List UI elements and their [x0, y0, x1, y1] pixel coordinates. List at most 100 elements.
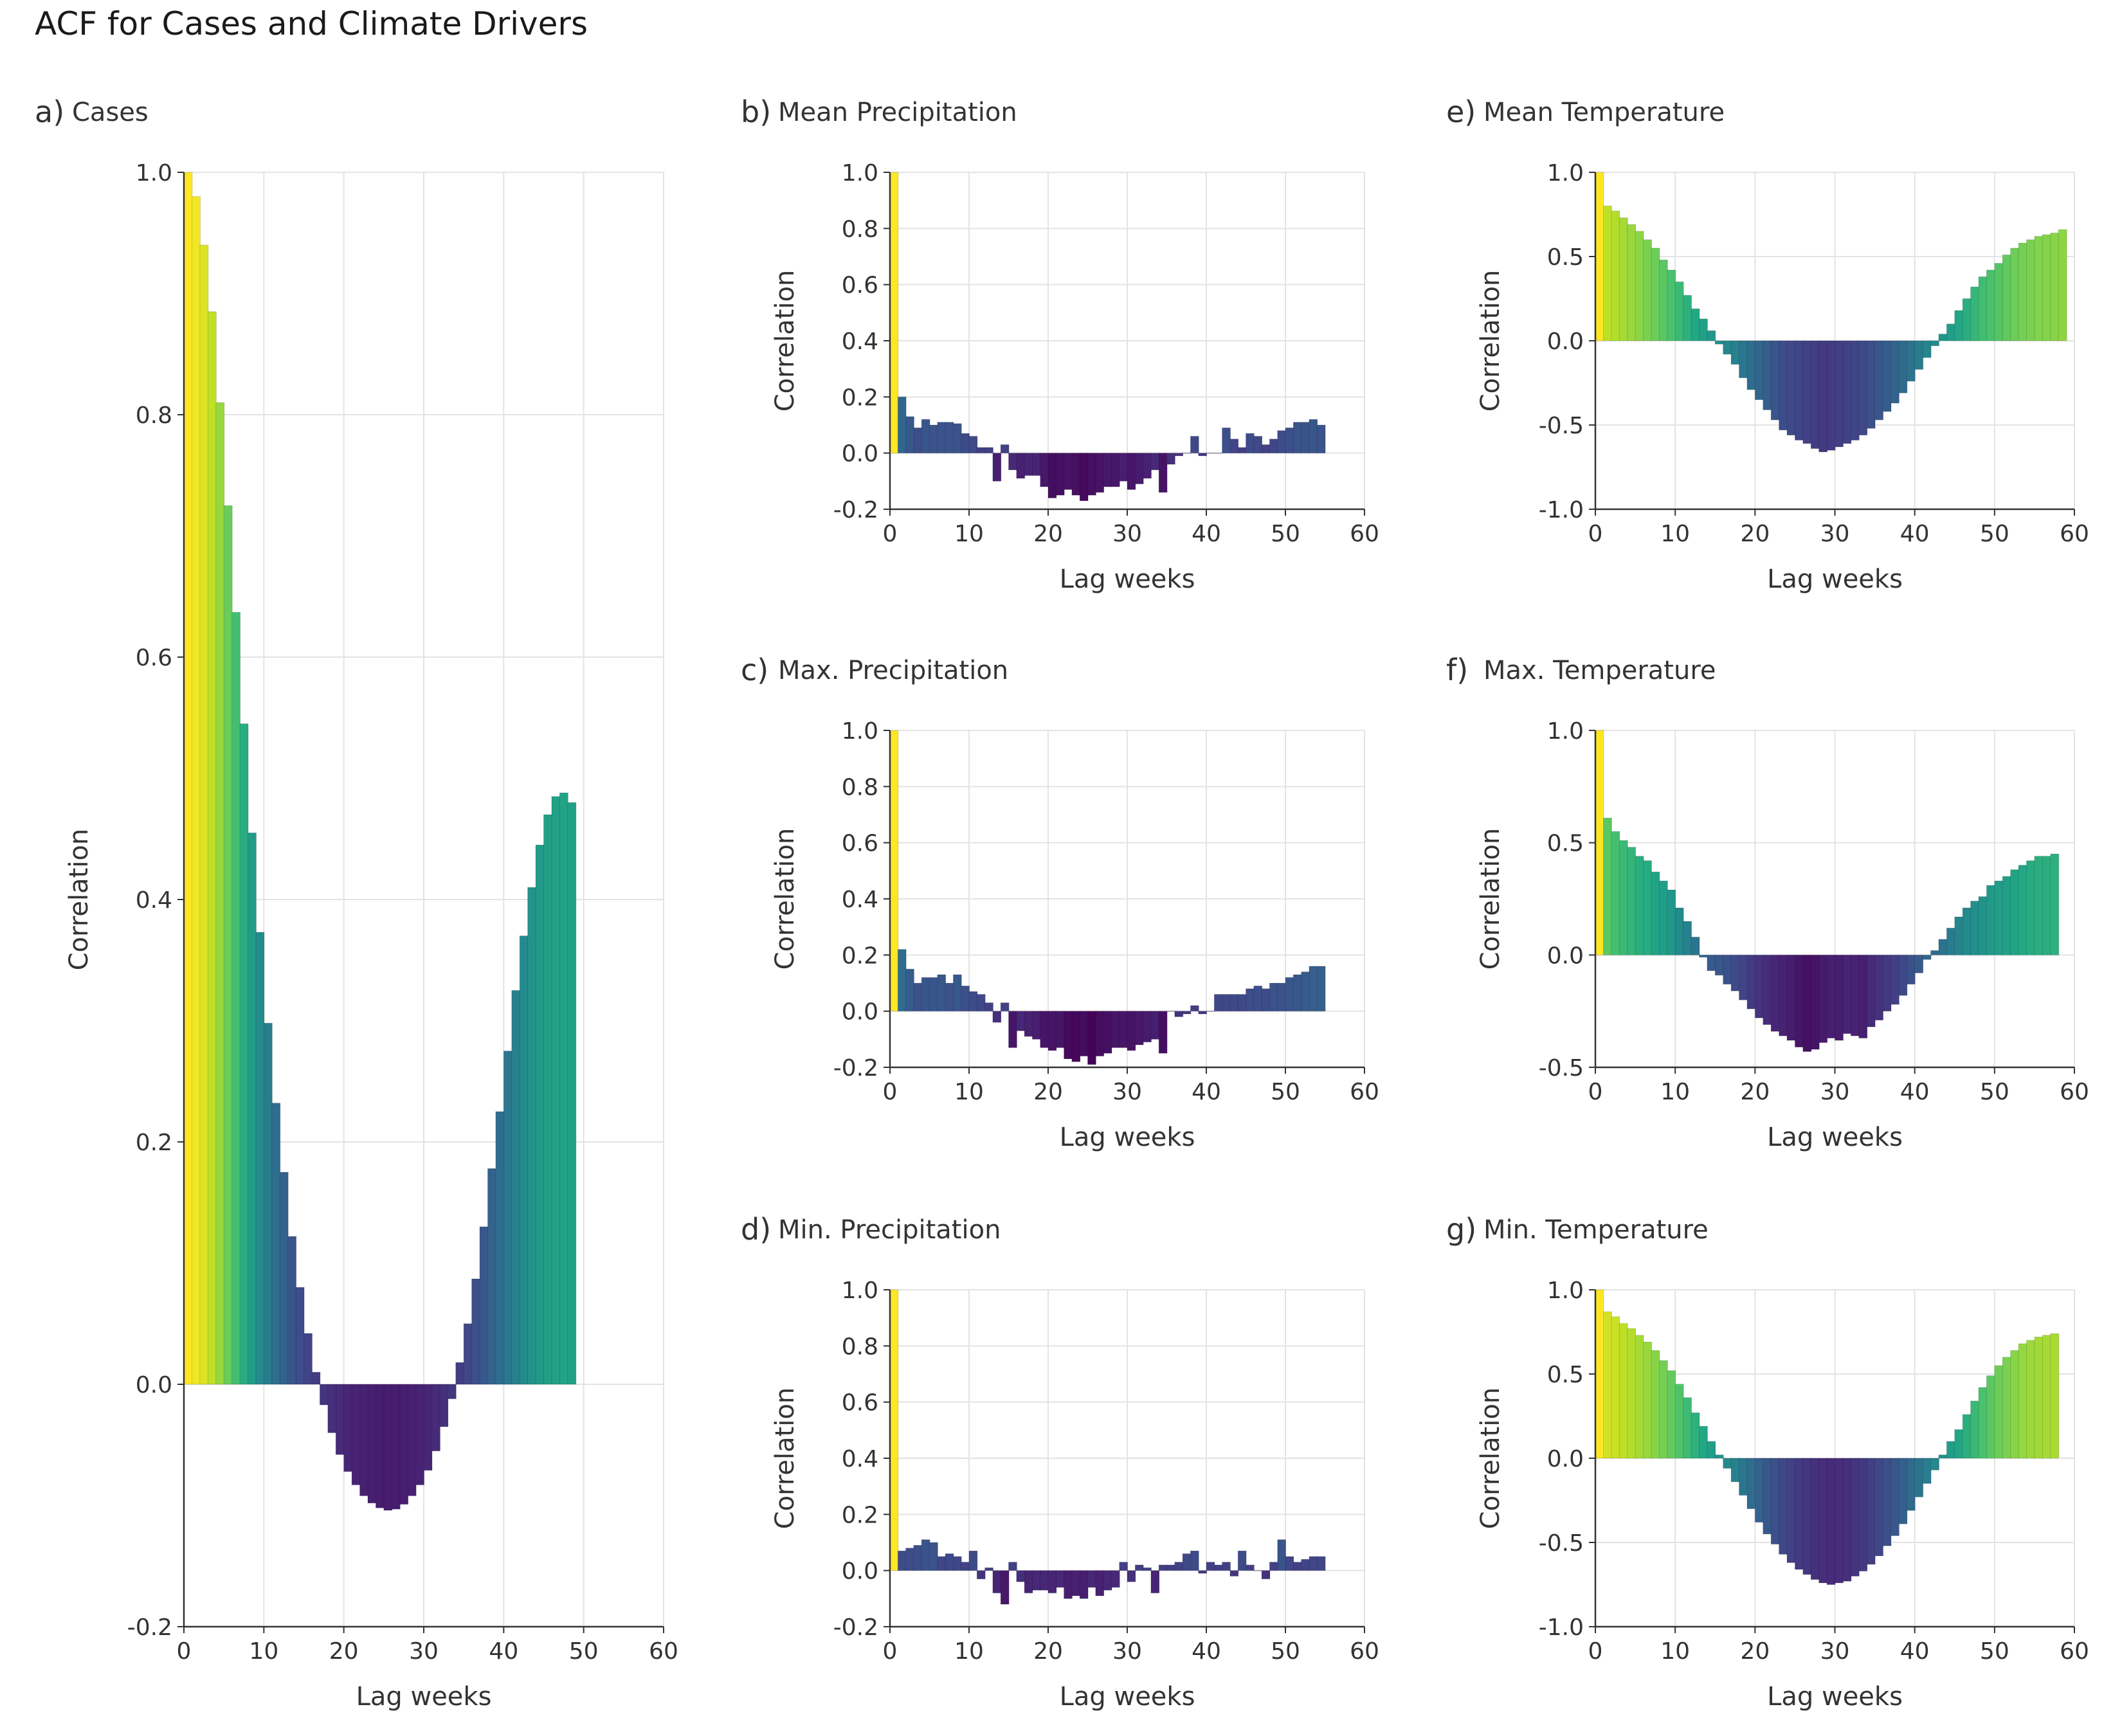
acf-bar	[1667, 269, 1676, 341]
acf-bar	[1786, 1458, 1796, 1563]
panel-c: 0 10 20 30 40 50 60 -0.2 0.0 0.2 0.4 0.6 0.8 1.0 Lag w…	[741, 653, 1379, 1152]
x-axis-title: Lag weeks	[1060, 1682, 1195, 1712]
acf-bar	[1779, 1458, 1788, 1555]
y-tick-label: 0.6	[842, 831, 878, 857]
acf-bar	[1222, 994, 1231, 1012]
panel-d: 0 10 20 30 40 50 60 -0.2 0.0 0.2 0.4 0.6 0.8 1.0 Lag w…	[741, 1212, 1379, 1712]
x-tick-label: 40	[1900, 1079, 1930, 1105]
acf-bar	[1891, 954, 1900, 1005]
acf-bar	[279, 1171, 289, 1385]
acf-bar	[1946, 928, 1955, 955]
acf-bar	[343, 1384, 353, 1472]
y-tick-label: 0.5	[1547, 831, 1584, 857]
acf-bar	[239, 723, 249, 1385]
acf-bar	[1143, 1011, 1152, 1043]
y-axis-title: Correlation	[1476, 1388, 1505, 1530]
y-tick-label: 0.0	[842, 1559, 878, 1585]
x-tick-label: 30	[1820, 1638, 1850, 1665]
acf-bar	[1786, 340, 1796, 436]
x-tick-label: 60	[2060, 1079, 2089, 1105]
acf-bar	[1182, 1553, 1192, 1571]
acf-bar	[1016, 453, 1026, 479]
acf-bar	[1683, 294, 1692, 341]
acf-bar	[1253, 436, 1263, 454]
acf-bar	[447, 1384, 457, 1400]
acf-bar	[1986, 269, 1995, 341]
acf-bar	[992, 1011, 1002, 1023]
y-tick-label: 0.4	[842, 1446, 878, 1472]
acf-bar	[1000, 444, 1010, 454]
acf-bar	[1826, 1458, 1836, 1585]
acf-bar	[1213, 994, 1223, 1012]
acf-bar	[1134, 1564, 1144, 1571]
acf-bar	[1111, 453, 1120, 487]
y-tick-label: 0.8	[842, 1334, 878, 1360]
acf-bar	[1595, 1289, 1604, 1459]
y-tick-label: -0.5	[1539, 1055, 1584, 1081]
acf-bar	[1763, 954, 1772, 1026]
acf-bar	[1978, 1387, 1988, 1459]
y-tick-label: 0.0	[1547, 1446, 1584, 1472]
acf-bar	[1994, 880, 2004, 955]
acf-bar	[1087, 453, 1096, 496]
x-tick-label: 40	[1900, 1638, 1930, 1665]
acf-bar	[1316, 424, 1326, 454]
acf-bar	[1158, 453, 1168, 493]
acf-bar	[945, 982, 954, 1012]
acf-bar	[1866, 954, 1876, 1027]
acf-bar	[1261, 988, 1271, 1012]
y-tick-label: -0.2	[833, 497, 878, 523]
acf-bar	[519, 936, 529, 1385]
x-tick-label: 20	[1740, 1638, 1770, 1665]
acf-bar	[1906, 340, 1916, 382]
acf-bar	[1222, 427, 1231, 454]
acf-bar	[1213, 453, 1223, 454]
acf-bar	[1674, 281, 1684, 341]
acf-bar	[1810, 1458, 1820, 1580]
acf-bar	[511, 990, 521, 1385]
acf-bar	[1603, 817, 1612, 955]
acf-bar	[399, 1384, 409, 1505]
acf-bar	[1874, 340, 1884, 420]
y-tick-label: 0.5	[1547, 244, 1584, 271]
acf-bar	[2042, 234, 2051, 341]
acf-bar	[1127, 453, 1136, 490]
acf-bar	[359, 1384, 368, 1496]
acf-bar	[215, 402, 225, 1385]
x-tick-label: 60	[1350, 521, 1379, 547]
panel-e: 0 10 20 30 40 50 60 -1.0 -0.5 0.0 0.5 1.0 Lag weeks C…	[1446, 95, 2089, 594]
acf-bar	[1064, 1570, 1073, 1599]
x-axis-title: Lag weeks	[356, 1682, 492, 1712]
acf-bar	[559, 792, 568, 1385]
acf-bar	[407, 1384, 417, 1496]
acf-bar	[945, 1553, 954, 1571]
acf-bar	[463, 1323, 473, 1385]
acf-bar	[968, 1550, 978, 1571]
acf-bar	[1795, 1458, 1804, 1570]
acf-bar	[1627, 224, 1637, 341]
acf-bar	[1603, 205, 1612, 341]
acf-bar	[2002, 254, 2011, 341]
acf-bar	[1150, 1011, 1160, 1040]
acf-bar	[953, 423, 962, 454]
acf-bar	[1739, 340, 1748, 379]
y-tick-label: 0.6	[842, 273, 878, 299]
acf-bar	[1111, 1570, 1120, 1588]
acf-bar	[976, 994, 986, 1012]
acf-bar	[889, 172, 899, 454]
acf-bar	[1103, 1011, 1112, 1054]
acf-bar	[1906, 954, 1916, 985]
acf-bar	[1930, 950, 1939, 955]
acf-bar	[1739, 1458, 1748, 1496]
acf-bar	[1198, 1570, 1207, 1574]
acf-bar	[1292, 422, 1302, 454]
acf-bar	[1071, 1570, 1081, 1596]
acf-bar	[1802, 340, 1812, 444]
acf-bar	[1810, 340, 1820, 449]
acf-bar	[1994, 1365, 2004, 1459]
acf-bar	[535, 844, 545, 1385]
acf-bar	[1922, 340, 1932, 358]
panel-title: Mean Precipitation	[778, 98, 1017, 127]
acf-bar	[1127, 1570, 1136, 1582]
acf-bar	[192, 196, 201, 1385]
